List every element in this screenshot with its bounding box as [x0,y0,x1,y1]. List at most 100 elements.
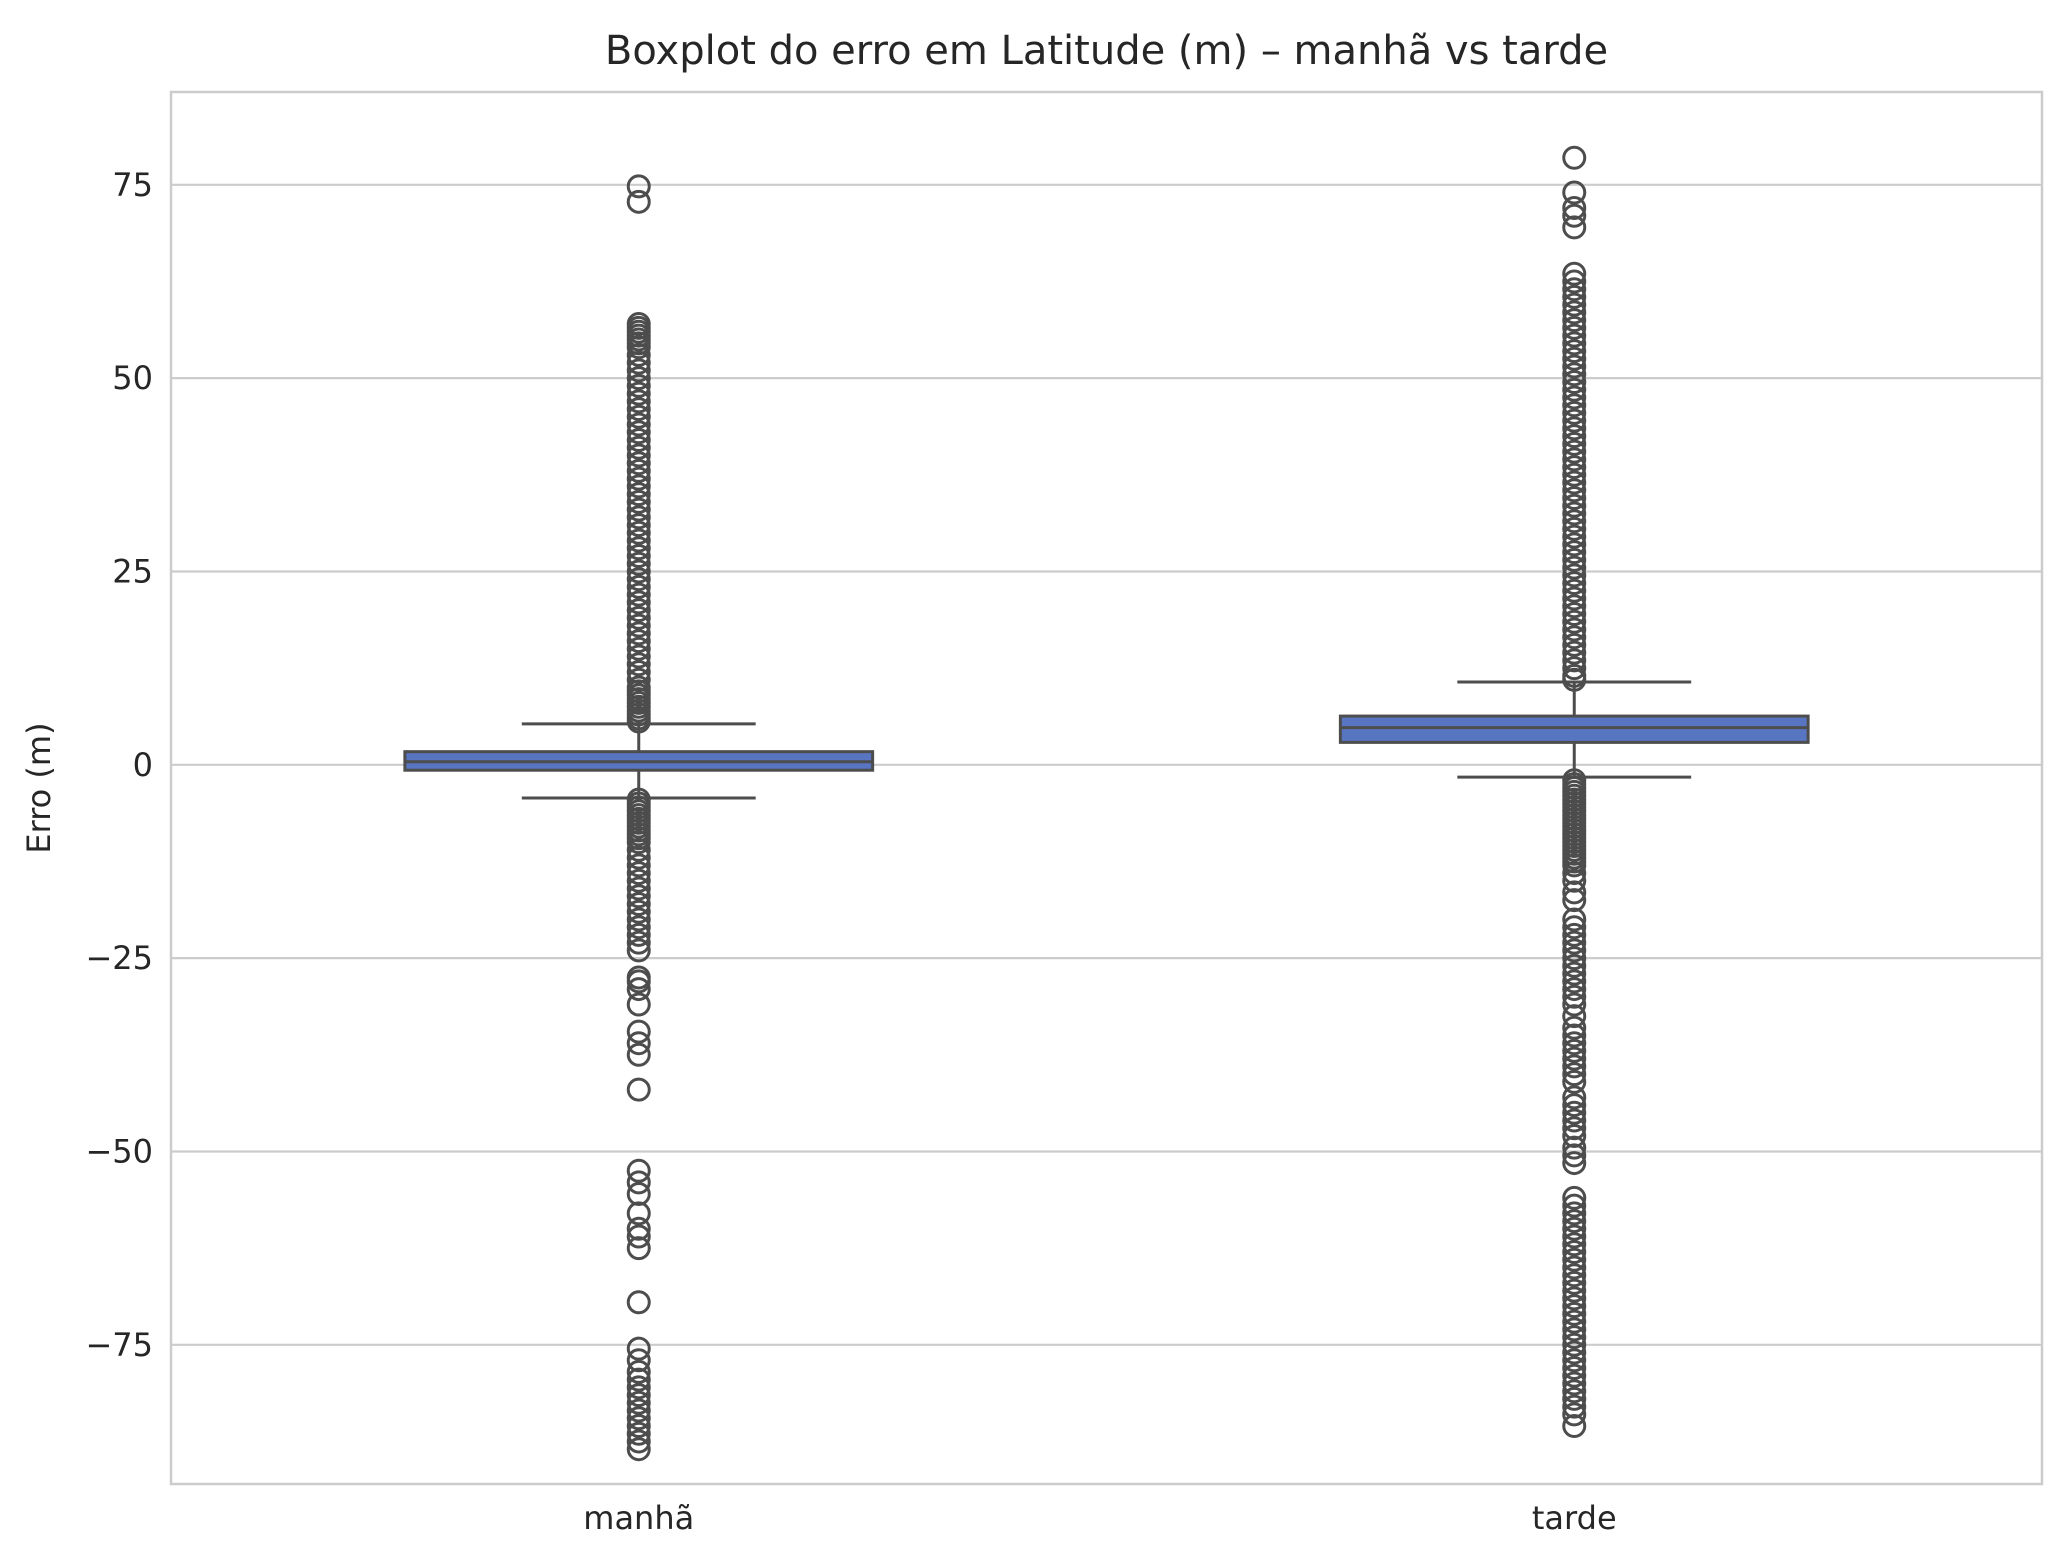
plot-frame [169,90,2044,1486]
outlier-point [1562,408,1587,433]
outlier-point [626,892,651,916]
outlier-point [1562,1386,1587,1411]
outlier-point [1562,1108,1587,1133]
outlier-point [626,189,651,214]
outlier-point [626,598,651,623]
outlier-point [1562,524,1587,549]
outlier-point [626,358,651,383]
outlier-point [1562,1286,1587,1311]
outlier-point [1562,1151,1587,1176]
outlier-point [1562,961,1587,986]
outlier-point [1562,315,1587,340]
outlier-point [626,544,651,568]
outlier-point [626,428,651,452]
outlier-point [1562,300,1587,325]
outlier-point [626,830,651,855]
outlier-point [626,1158,651,1183]
outlier-point [1562,586,1587,611]
outlier-point [1562,1015,1587,1040]
outlier-point [1562,1023,1587,1048]
outlier-point [1562,400,1587,425]
outlier-point [1562,640,1587,665]
outlier-point [1562,1062,1587,1087]
outlier-point [626,853,651,878]
outlier-point [1562,1394,1587,1419]
chart-title: Boxplot do erro em Latitude (m) – manhã … [605,28,1608,74]
outlier-point [626,629,651,654]
outlier-point [626,412,651,437]
outlier-point [626,451,651,476]
outlier-point [1562,1348,1587,1373]
outlier-point [626,1414,651,1438]
outlier-point [626,1077,651,1102]
outlier-point [626,605,651,630]
x-tick-label: manhã [583,1499,694,1537]
y-tick-label: 50 [112,359,153,397]
outlier-point [1562,370,1587,394]
outlier-point [1562,292,1587,317]
outlier-point [626,466,651,491]
outlier-point [1562,1224,1587,1249]
outlier-point [1562,1317,1587,1342]
outlier-point [1562,516,1587,541]
outlier-point [626,551,651,576]
outlier-point [1562,1263,1587,1288]
outlier-point [1562,478,1587,503]
outlier-point [1562,1294,1587,1319]
outlier-point [626,922,651,947]
outlier-point [626,335,651,360]
outlier-point [1562,1054,1587,1079]
outlier-point [626,1216,651,1241]
y-tick-label: 75 [112,166,153,204]
outlier-point [626,582,651,607]
outlier-point [1562,1270,1587,1295]
outlier-point [626,366,651,391]
outlier-point [626,435,651,460]
y-axis-title: Erro (m) [20,722,58,853]
outlier-point [1562,1004,1587,1029]
outlier-point [1562,1038,1587,1063]
outlier-point [626,621,651,646]
outlier-point [626,574,651,599]
outlier-point [626,1429,651,1454]
outlier-point [1562,880,1587,905]
y-tick-label: 25 [112,552,153,590]
outlier-point [1562,625,1587,650]
outlier-point [626,1421,651,1446]
outlier-point [1562,509,1587,534]
outlier-point [626,397,651,422]
outlier-point [1562,1371,1587,1396]
outlier-point [626,497,651,522]
outlier-point [626,1031,651,1056]
outlier-point [626,884,651,909]
outlier-point [1562,393,1587,418]
outlier-point [626,1019,651,1044]
outlier-point [1562,656,1587,681]
outlier-point [626,868,651,893]
outlier-point [626,404,651,429]
outlier-point [1562,977,1587,1002]
outlier-point [626,1236,651,1261]
outlier-point [1562,308,1587,333]
outlier-point [1562,888,1587,913]
y-tick-label: 0 [133,746,153,784]
outlier-point [1562,578,1587,603]
outlier-point [626,474,651,499]
outlier-point [1562,861,1587,886]
outlier-point [1562,969,1587,994]
outlier-point [626,1437,651,1462]
outlier-point [626,977,651,1002]
outlier-point [1562,1332,1587,1357]
outlier-point [1562,907,1587,932]
outlier-point [1562,1085,1587,1110]
outlier-point [1562,532,1587,557]
outlier-point [1562,1379,1587,1404]
outlier-point [626,907,651,932]
outlier-point [626,520,651,545]
plot-layer [403,145,1810,1462]
outlier-point [626,590,651,615]
outlier-point [1562,938,1587,963]
outlier-point [626,861,651,886]
outlier-point [1562,284,1587,309]
